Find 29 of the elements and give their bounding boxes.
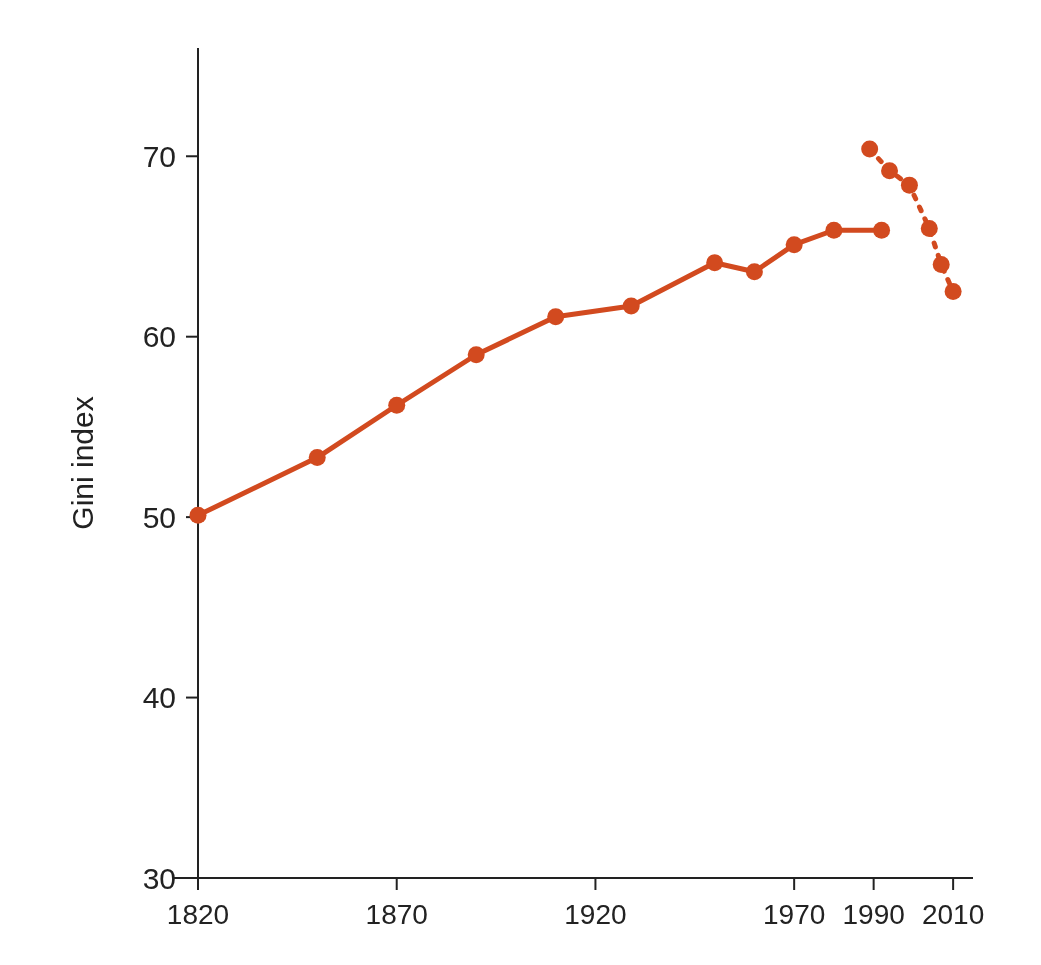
point <box>547 308 565 326</box>
point <box>873 221 891 239</box>
point <box>944 283 962 301</box>
y-axis-title: Gini index <box>66 396 99 530</box>
point <box>388 396 406 414</box>
y-tick-label: 60 <box>142 320 176 354</box>
y-tick-label: 70 <box>142 139 176 173</box>
point <box>920 219 938 237</box>
point <box>706 254 724 272</box>
x-tick-label: 1970 <box>763 899 826 930</box>
x-tick-label: 1820 <box>166 899 230 930</box>
y-tick-label: 30 <box>142 861 176 895</box>
x-tick-label: 2010 <box>921 899 985 930</box>
point <box>622 297 640 315</box>
y-tick-label: 40 <box>142 681 176 715</box>
x-tick-label: 1990 <box>842 899 905 930</box>
point <box>745 263 763 281</box>
point <box>189 506 207 524</box>
point <box>785 236 803 254</box>
point <box>861 140 879 158</box>
point <box>308 449 326 467</box>
point <box>825 221 843 239</box>
x-tick-label: 1870 <box>365 899 428 930</box>
point <box>900 176 918 194</box>
point <box>932 256 950 274</box>
point <box>467 346 485 364</box>
point <box>881 162 899 180</box>
x-tick-label: 1920 <box>564 899 627 930</box>
y-tick-label: 50 <box>142 500 176 534</box>
